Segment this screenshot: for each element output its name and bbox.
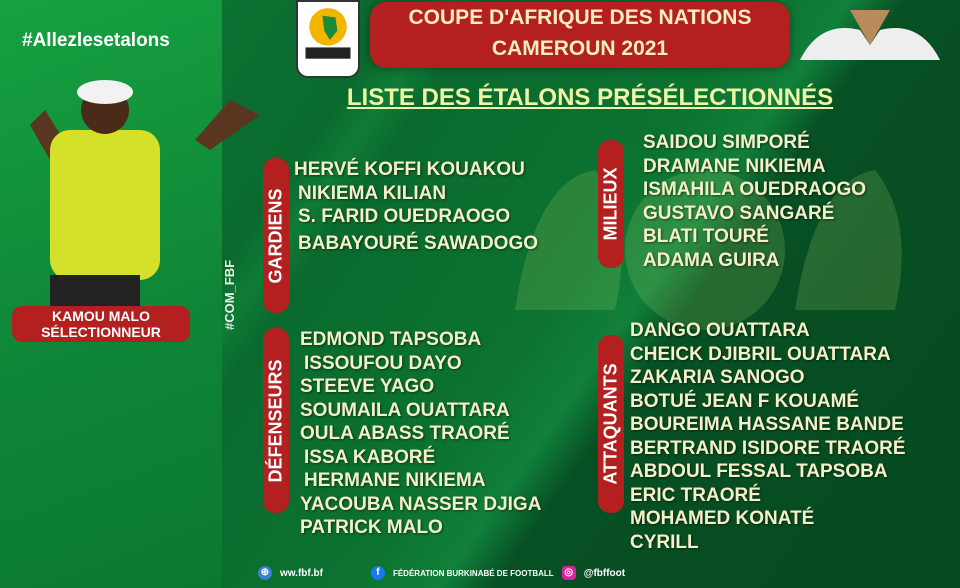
player: BOTUÉ JEAN F KOUAMÉ [630,390,860,412]
player: STEEVE YAGO [300,376,435,397]
globe-icon: ⊕ [258,566,272,580]
coach-photo [30,80,260,310]
instagram-icon: ◎ [561,566,576,580]
player: HERVÉ KOFFI KOUAKOU [294,159,525,180]
player: BOUREIMA HASSANE BANDE [630,414,904,435]
player: SAIDOU SIMPORÉ [643,132,810,153]
com-fbf-tag: #COM_FBF [222,259,237,330]
footer: ⊕ ww.fbf.bf f FÉDÉRATION BURKINABÉ DE FO… [258,566,625,580]
player: OULA ABASS TRAORÉ [300,423,510,444]
website-link[interactable]: ww.fbf.bf [280,567,323,579]
label-defenseurs: DÉFENSEURS [263,328,289,513]
facebook-link[interactable]: FÉDÉRATION BURKINABÉ DE FOOTBALL [392,568,554,578]
subtitle: LISTE DES ÉTALONS PRÉSÉLECTIONNÉS [346,84,834,111]
player: PATRICK MALO [300,517,443,538]
player: ERIC TRAORÉ [630,484,761,506]
player: S. FARID OUEDRAOGO [298,206,511,227]
title-line1: COUPE D'AFRIQUE DES NATIONS [408,6,752,29]
hashtag: #Allezlesetalons [22,30,170,51]
player: BERTRAND ISIDORE TRAORÉ [630,437,906,459]
milieux-list: SAIDOU SIMPORÉ DRAMANE NIKIEMA ISMAHILA … [643,132,866,273]
fbf-logo [800,10,940,60]
player: ZAKARIA SANOGO [630,367,805,388]
instagram-link[interactable]: @fbffoot [583,567,626,579]
player: EDMOND TAPSOBA [300,329,482,350]
stallion-emblem [515,170,902,330]
gardiens-list: HERVÉ KOFFI KOUAKOU NIKIEMA KILIAN S. FA… [294,159,538,256]
caf-logo [296,0,360,78]
attaquants-list: DANGO OUATTARA CHEICK DJIBRIL OUATTARA Z… [630,320,906,555]
player: CYRILL [630,531,699,553]
player: ABDOUL FESSAL TAPSOBA [630,461,888,482]
player: BLATI TOURÉ [643,226,769,247]
player: SOUMAILA OUATTARA [300,399,510,421]
player: ISSA KABORÉ [304,446,436,468]
facebook-icon: f [370,566,385,580]
coach-label: KAMOU MALO SÉLECTIONNEUR [12,306,190,342]
coach-role: SÉLECTIONNEUR [41,324,161,340]
player: CHEICK DJIBRIL OUATTARA [630,343,891,365]
player: YACOUBA NASSER DJIGA [300,493,542,515]
title-banner: COUPE D'AFRIQUE DES NATIONS CAMEROUN 202… [370,2,790,68]
label-milieux: MILIEUX [598,140,624,268]
player: DANGO OUATTARA [630,320,810,341]
player: NIKIEMA KILIAN [298,182,447,204]
player: DRAMANE NIKIEMA [643,155,826,177]
coach-name: KAMOU MALO [52,308,150,324]
player: BABAYOURÉ SAWADOGO [298,232,538,254]
player: HERMANE NIKIEMA [304,470,486,491]
label-gardiens: GARDIENS [263,158,289,313]
player: ISSOUFOU DAYO [304,352,462,374]
title-line2: CAMEROUN 2021 [491,37,669,60]
label-attaquants: ATTAQUANTS [598,335,624,513]
player: ISMAHILA OUEDRAOGO [643,179,867,200]
defenseurs-list: EDMOND TAPSOBA ISSOUFOU DAYO STEEVE YAGO… [300,329,541,541]
player: ADAMA GUIRA [643,249,780,271]
player: GUSTAVO SANGARÉ [643,202,835,224]
player: MOHAMED KONATÉ [630,508,815,529]
